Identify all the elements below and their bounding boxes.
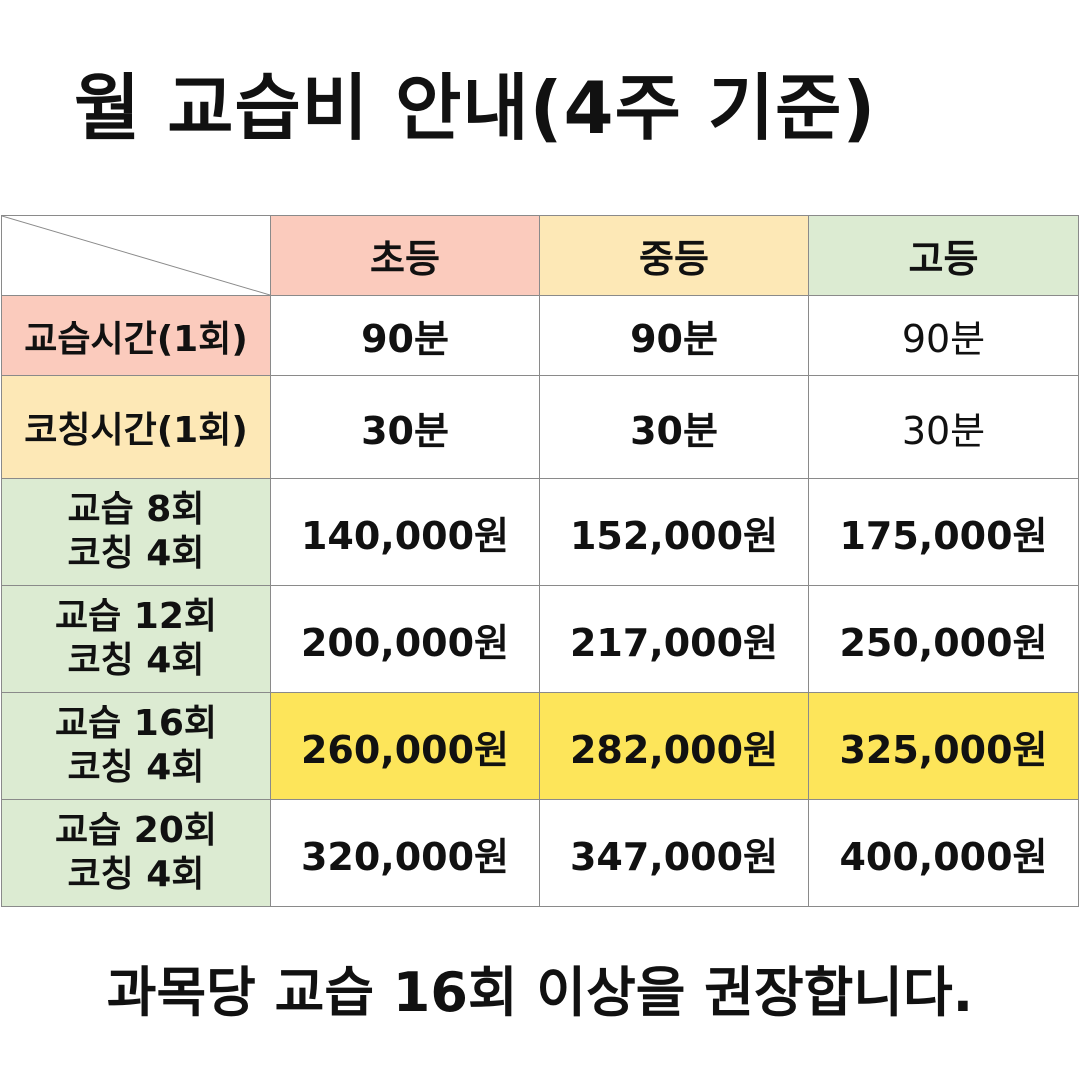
price-cell: 152,000원 [539, 478, 809, 586]
price-cell-highlighted: 282,000원 [539, 692, 809, 800]
price-cell-highlighted: 260,000원 [270, 692, 540, 800]
price-cell: 175,000원 [808, 478, 1079, 586]
cell-value: 30분 [808, 375, 1079, 479]
row-label-package: 교습 20회 코칭 4회 [1, 799, 271, 907]
price-cell: 200,000원 [270, 585, 540, 693]
row-label-line: 코칭 4회 [67, 854, 205, 895]
column-header-elementary: 초등 [270, 215, 540, 296]
page-title: 월 교습비 안내(4주 기준) [74, 66, 877, 150]
table-row-package-12: 교습 12회 코칭 4회 200,000원 217,000원 250,000원 [1, 585, 1079, 693]
table-row-coaching-time: 코칭시간(1회) 30분 30분 30분 [1, 375, 1079, 479]
column-header-middle: 중등 [539, 215, 809, 296]
table-row-package-20: 교습 20회 코칭 4회 320,000원 347,000원 400,000원 [1, 799, 1079, 907]
price-cell: 217,000원 [539, 585, 809, 693]
diagonal-divider [2, 216, 270, 295]
row-label-line: 교습 12회 [55, 596, 217, 637]
cell-value: 90분 [539, 295, 809, 376]
row-label-line: 교습 16회 [55, 703, 217, 744]
cell-value: 30분 [539, 375, 809, 479]
price-cell: 140,000원 [270, 478, 540, 586]
price-cell: 320,000원 [270, 799, 540, 907]
table-header-row: 초등 중등 고등 [1, 215, 1079, 296]
row-label-package: 교습 12회 코칭 4회 [1, 585, 271, 693]
table-row-package-16: 교습 16회 코칭 4회 260,000원 282,000원 325,000원 [1, 692, 1079, 800]
row-label-line: 교습 20회 [55, 810, 217, 851]
price-cell: 400,000원 [808, 799, 1079, 907]
cell-value: 30분 [270, 375, 540, 479]
row-label-package: 교습 16회 코칭 4회 [1, 692, 271, 800]
price-cell: 347,000원 [539, 799, 809, 907]
cell-value: 90분 [270, 295, 540, 376]
corner-cell [1, 215, 271, 296]
row-label-coaching-time: 코칭시간(1회) [1, 375, 271, 479]
table-row-package-8: 교습 8회 코칭 4회 140,000원 152,000원 175,000원 [1, 478, 1079, 586]
recommendation-note: 과목당 교습 16회 이상을 권장합니다. [106, 961, 974, 1024]
row-label-line: 교습 8회 [67, 489, 205, 530]
row-label-line: 코칭 4회 [67, 747, 205, 788]
price-cell: 250,000원 [808, 585, 1079, 693]
price-cell-highlighted: 325,000원 [808, 692, 1079, 800]
cell-value: 90분 [808, 295, 1079, 376]
row-label-lesson-time: 교습시간(1회) [1, 295, 271, 376]
table-row-lesson-time: 교습시간(1회) 90분 90분 90분 [1, 295, 1079, 376]
row-label-package: 교습 8회 코칭 4회 [1, 478, 271, 586]
tuition-table: 초등 중등 고등 교습시간(1회) 90분 90분 90분 코칭시간(1회) 3… [1, 215, 1079, 907]
column-header-high: 고등 [808, 215, 1079, 296]
row-label-line: 코칭 4회 [67, 533, 205, 574]
row-label-line: 코칭 4회 [67, 640, 205, 681]
